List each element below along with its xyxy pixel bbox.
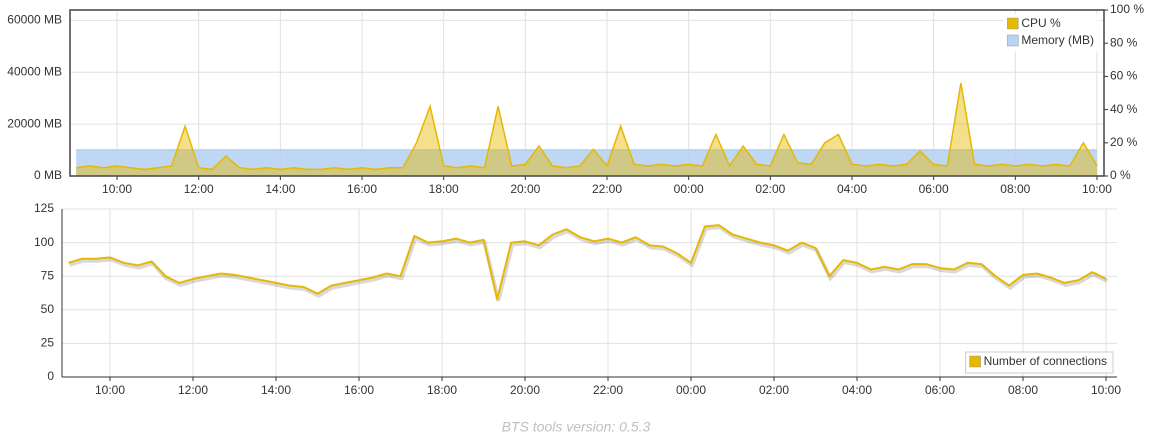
x-tick-label: 06:00 xyxy=(919,182,949,196)
legend-box xyxy=(1003,14,1100,52)
x-tick-label: 10:00 xyxy=(95,383,125,397)
x-tick-label: 18:00 xyxy=(427,383,457,397)
x-tick-label: 10:00 xyxy=(1091,383,1121,397)
y2-tick-label: 60 % xyxy=(1110,69,1138,83)
x-tick-label: 02:00 xyxy=(759,383,789,397)
y-tick-label: 60000 MB xyxy=(7,13,62,27)
y-tick-label: 50 xyxy=(41,302,55,316)
y-tick-label: 75 xyxy=(41,268,55,282)
grid xyxy=(62,208,1117,378)
plot-area xyxy=(68,224,1108,302)
series-shadow xyxy=(68,225,1108,302)
x-tick-label: 00:00 xyxy=(674,182,704,196)
x-tick-label: 12:00 xyxy=(178,383,208,397)
series-line xyxy=(76,82,1098,171)
series-line xyxy=(68,224,1107,300)
area-fill xyxy=(76,83,1097,176)
plot-frame xyxy=(69,9,1105,177)
y-tick-label: 125 xyxy=(34,201,54,215)
legend-swatch xyxy=(1007,34,1019,47)
y2-tick-label: 80 % xyxy=(1110,35,1138,49)
y-tick-label: 100 xyxy=(34,235,54,249)
x-tick-label: 02:00 xyxy=(755,182,785,196)
x-tick-label: 20:00 xyxy=(510,182,540,196)
y2-tick-label: 20 % xyxy=(1110,135,1138,149)
x-tick-label: 00:00 xyxy=(676,383,706,397)
grid xyxy=(70,10,1104,177)
x-tick-label: 14:00 xyxy=(265,182,295,196)
x-tick-label: 14:00 xyxy=(261,383,291,397)
y-tick-label: 20000 MB xyxy=(7,116,62,130)
legend-label: Memory (MB) xyxy=(1021,33,1094,47)
plot-area xyxy=(76,82,1098,176)
y-tick-label: 0 MB xyxy=(34,168,62,182)
x-tick-label: 22:00 xyxy=(592,182,622,196)
x-tick-label: 18:00 xyxy=(429,182,459,196)
x-tick-label: 22:00 xyxy=(593,383,623,397)
x-tick-label: 16:00 xyxy=(347,182,377,196)
legend-label: CPU % xyxy=(1021,16,1061,30)
x-tick-label: 06:00 xyxy=(925,383,955,397)
legend: CPU % Memory (MB) xyxy=(1003,14,1100,52)
y-tick-label: 40000 MB xyxy=(7,64,62,78)
x-tick-label: 20:00 xyxy=(510,383,540,397)
x-tick-label: 12:00 xyxy=(184,182,214,196)
y2-tick-label: 40 % xyxy=(1110,102,1138,116)
legend: Number of connections xyxy=(965,351,1114,374)
legend-box xyxy=(965,351,1114,374)
legend-swatch xyxy=(969,355,981,368)
x-tick-label: 04:00 xyxy=(837,182,867,196)
legend-label: Number of connections xyxy=(984,354,1107,368)
y-tick-label: 0 xyxy=(47,369,54,383)
x-tick-label: 10:00 xyxy=(1082,182,1112,196)
legend-swatch xyxy=(1007,17,1019,30)
x-tick-label: 16:00 xyxy=(344,383,374,397)
footer-version: BTS tools version: 0.5.3 xyxy=(502,419,651,435)
y2-tick-label: 0 % xyxy=(1110,168,1131,182)
x-tick-label: 08:00 xyxy=(1008,383,1038,397)
x-tick-label: 04:00 xyxy=(842,383,872,397)
x-tick-label: 08:00 xyxy=(1000,182,1030,196)
x-tick-label: 10:00 xyxy=(102,182,132,196)
y-tick-label: 25 xyxy=(41,336,55,350)
y2-tick-label: 100 % xyxy=(1110,2,1144,16)
area-fill xyxy=(76,150,1097,176)
